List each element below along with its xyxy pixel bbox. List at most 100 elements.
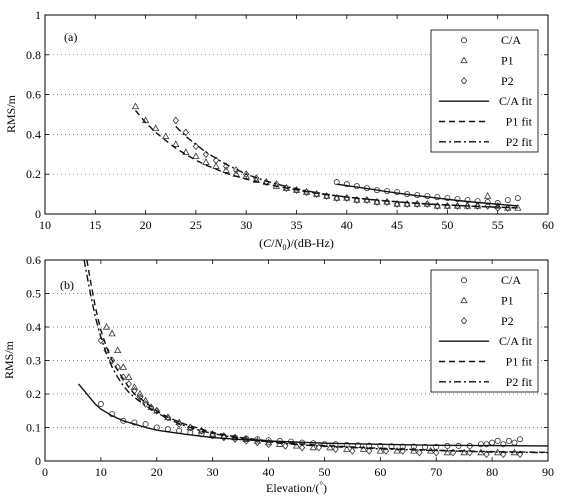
- x-tick-label: 45: [391, 218, 403, 232]
- y-tick-label: 0.1: [26, 421, 41, 435]
- data-point: [416, 448, 423, 457]
- data-point: [373, 198, 381, 205]
- data-point: [243, 170, 250, 179]
- data-point: [434, 194, 441, 201]
- data-point: [265, 440, 272, 449]
- data-point: [212, 156, 220, 165]
- data-point: [504, 197, 511, 204]
- panel-label: (b): [60, 278, 74, 292]
- fit-line-c-a-fit: [336, 183, 518, 207]
- fit-line-c-a-fit: [77, 383, 548, 447]
- data-point: [376, 446, 385, 454]
- data-point: [141, 396, 150, 404]
- data-point: [172, 140, 180, 147]
- data-point: [222, 166, 230, 173]
- legend-label: C/A: [501, 273, 521, 287]
- data-point: [494, 437, 501, 444]
- data-point: [359, 445, 368, 452]
- data-point: [494, 202, 502, 209]
- legend-marker: [460, 56, 468, 64]
- data-point: [192, 152, 200, 159]
- y-tick-label: 0.6: [26, 253, 41, 267]
- y-tick-label: 0.4: [26, 127, 41, 141]
- panel-label: (a): [64, 30, 77, 44]
- data-point: [254, 438, 261, 447]
- y-tick-label: 1: [35, 8, 41, 22]
- x-tick-label: 15: [89, 218, 101, 232]
- y-tick-label: 0.8: [26, 48, 41, 62]
- y-axis-label: RMS/m: [4, 94, 18, 133]
- data-point: [131, 419, 138, 426]
- data-point: [433, 448, 440, 457]
- data-point: [202, 150, 210, 159]
- legend: C/A P1 P2 C/A fit P1 fit P2 fit: [430, 269, 539, 393]
- x-tick-label: 10: [39, 218, 51, 232]
- data-point: [454, 196, 461, 203]
- chart-panel-b: 0 10 20 30 40 50 60 70 80 90 0 0.1 0.2 0.3 0.4 0.5 0.6 RM…: [2, 253, 554, 495]
- data-point: [433, 202, 442, 209]
- x-tick-label: 60: [542, 218, 554, 232]
- legend-label: P2 fit: [506, 135, 533, 149]
- y-axis-label: RMS/m: [2, 340, 16, 379]
- data-point: [136, 393, 144, 402]
- y-tick-label: 0.6: [26, 88, 41, 102]
- data-point: [444, 195, 451, 202]
- data-point: [119, 363, 127, 370]
- x-tick-label: 30: [207, 465, 219, 479]
- data-point: [182, 128, 189, 137]
- legend-label: P1 fit: [506, 355, 533, 369]
- x-axis-label-part: °: [319, 480, 323, 490]
- fit-line-p2-fit: [83, 260, 548, 454]
- x-tick-label: 0: [42, 465, 48, 479]
- data-point: [131, 102, 140, 110]
- x-axis-label-part: Elevation/(: [266, 481, 319, 495]
- data-point: [474, 202, 481, 210]
- y-tick-label: 0: [35, 454, 41, 468]
- legend-label: P2: [501, 314, 514, 328]
- data-point: [460, 448, 468, 456]
- data-point: [136, 389, 144, 397]
- x-axis-label-part: N: [274, 236, 284, 250]
- data-point: [113, 346, 122, 354]
- data-point: [120, 417, 127, 424]
- data-point: [511, 439, 518, 446]
- x-tick-label: 40: [263, 465, 275, 479]
- data-point: [309, 443, 317, 451]
- x-axis-label: Elevation/(°): [266, 480, 327, 495]
- data-point: [343, 181, 350, 188]
- data-point: [220, 433, 227, 442]
- data-point: [148, 403, 155, 412]
- x-axis-label-part: (: [259, 236, 263, 250]
- data-point: [424, 200, 431, 208]
- x-axis-label-part: 0: [283, 243, 287, 252]
- data-point: [323, 192, 331, 199]
- data-point: [97, 401, 104, 408]
- data-point: [505, 437, 512, 444]
- data-point: [500, 441, 507, 448]
- data-point: [483, 192, 492, 199]
- data-point: [500, 450, 507, 459]
- legend-marker: [460, 76, 468, 85]
- legend-box: [430, 29, 539, 153]
- y-tick-label: 0.2: [26, 167, 41, 181]
- data-point: [484, 199, 491, 206]
- x-tick-label: 50: [441, 218, 453, 232]
- data-point: [393, 200, 401, 208]
- plot-area: [77, 260, 548, 459]
- legend-label: P2: [501, 74, 514, 88]
- data-point: [332, 445, 339, 454]
- legend-label: P2 fit: [506, 375, 533, 389]
- x-tick-label: 30: [240, 218, 252, 232]
- x-tick-label: 35: [291, 218, 303, 232]
- data-point: [108, 329, 116, 337]
- y-tick-label: 0.3: [26, 354, 41, 368]
- data-point: [182, 148, 190, 155]
- x-axis-label-part: )/(dB-Hz): [287, 236, 334, 250]
- data-point: [343, 445, 351, 452]
- fit-line-p2-fit: [175, 125, 518, 209]
- legend-label: C/A: [501, 33, 521, 47]
- data-point: [353, 196, 361, 203]
- x-tick-label: 20: [140, 218, 152, 232]
- legend-marker: [460, 37, 467, 44]
